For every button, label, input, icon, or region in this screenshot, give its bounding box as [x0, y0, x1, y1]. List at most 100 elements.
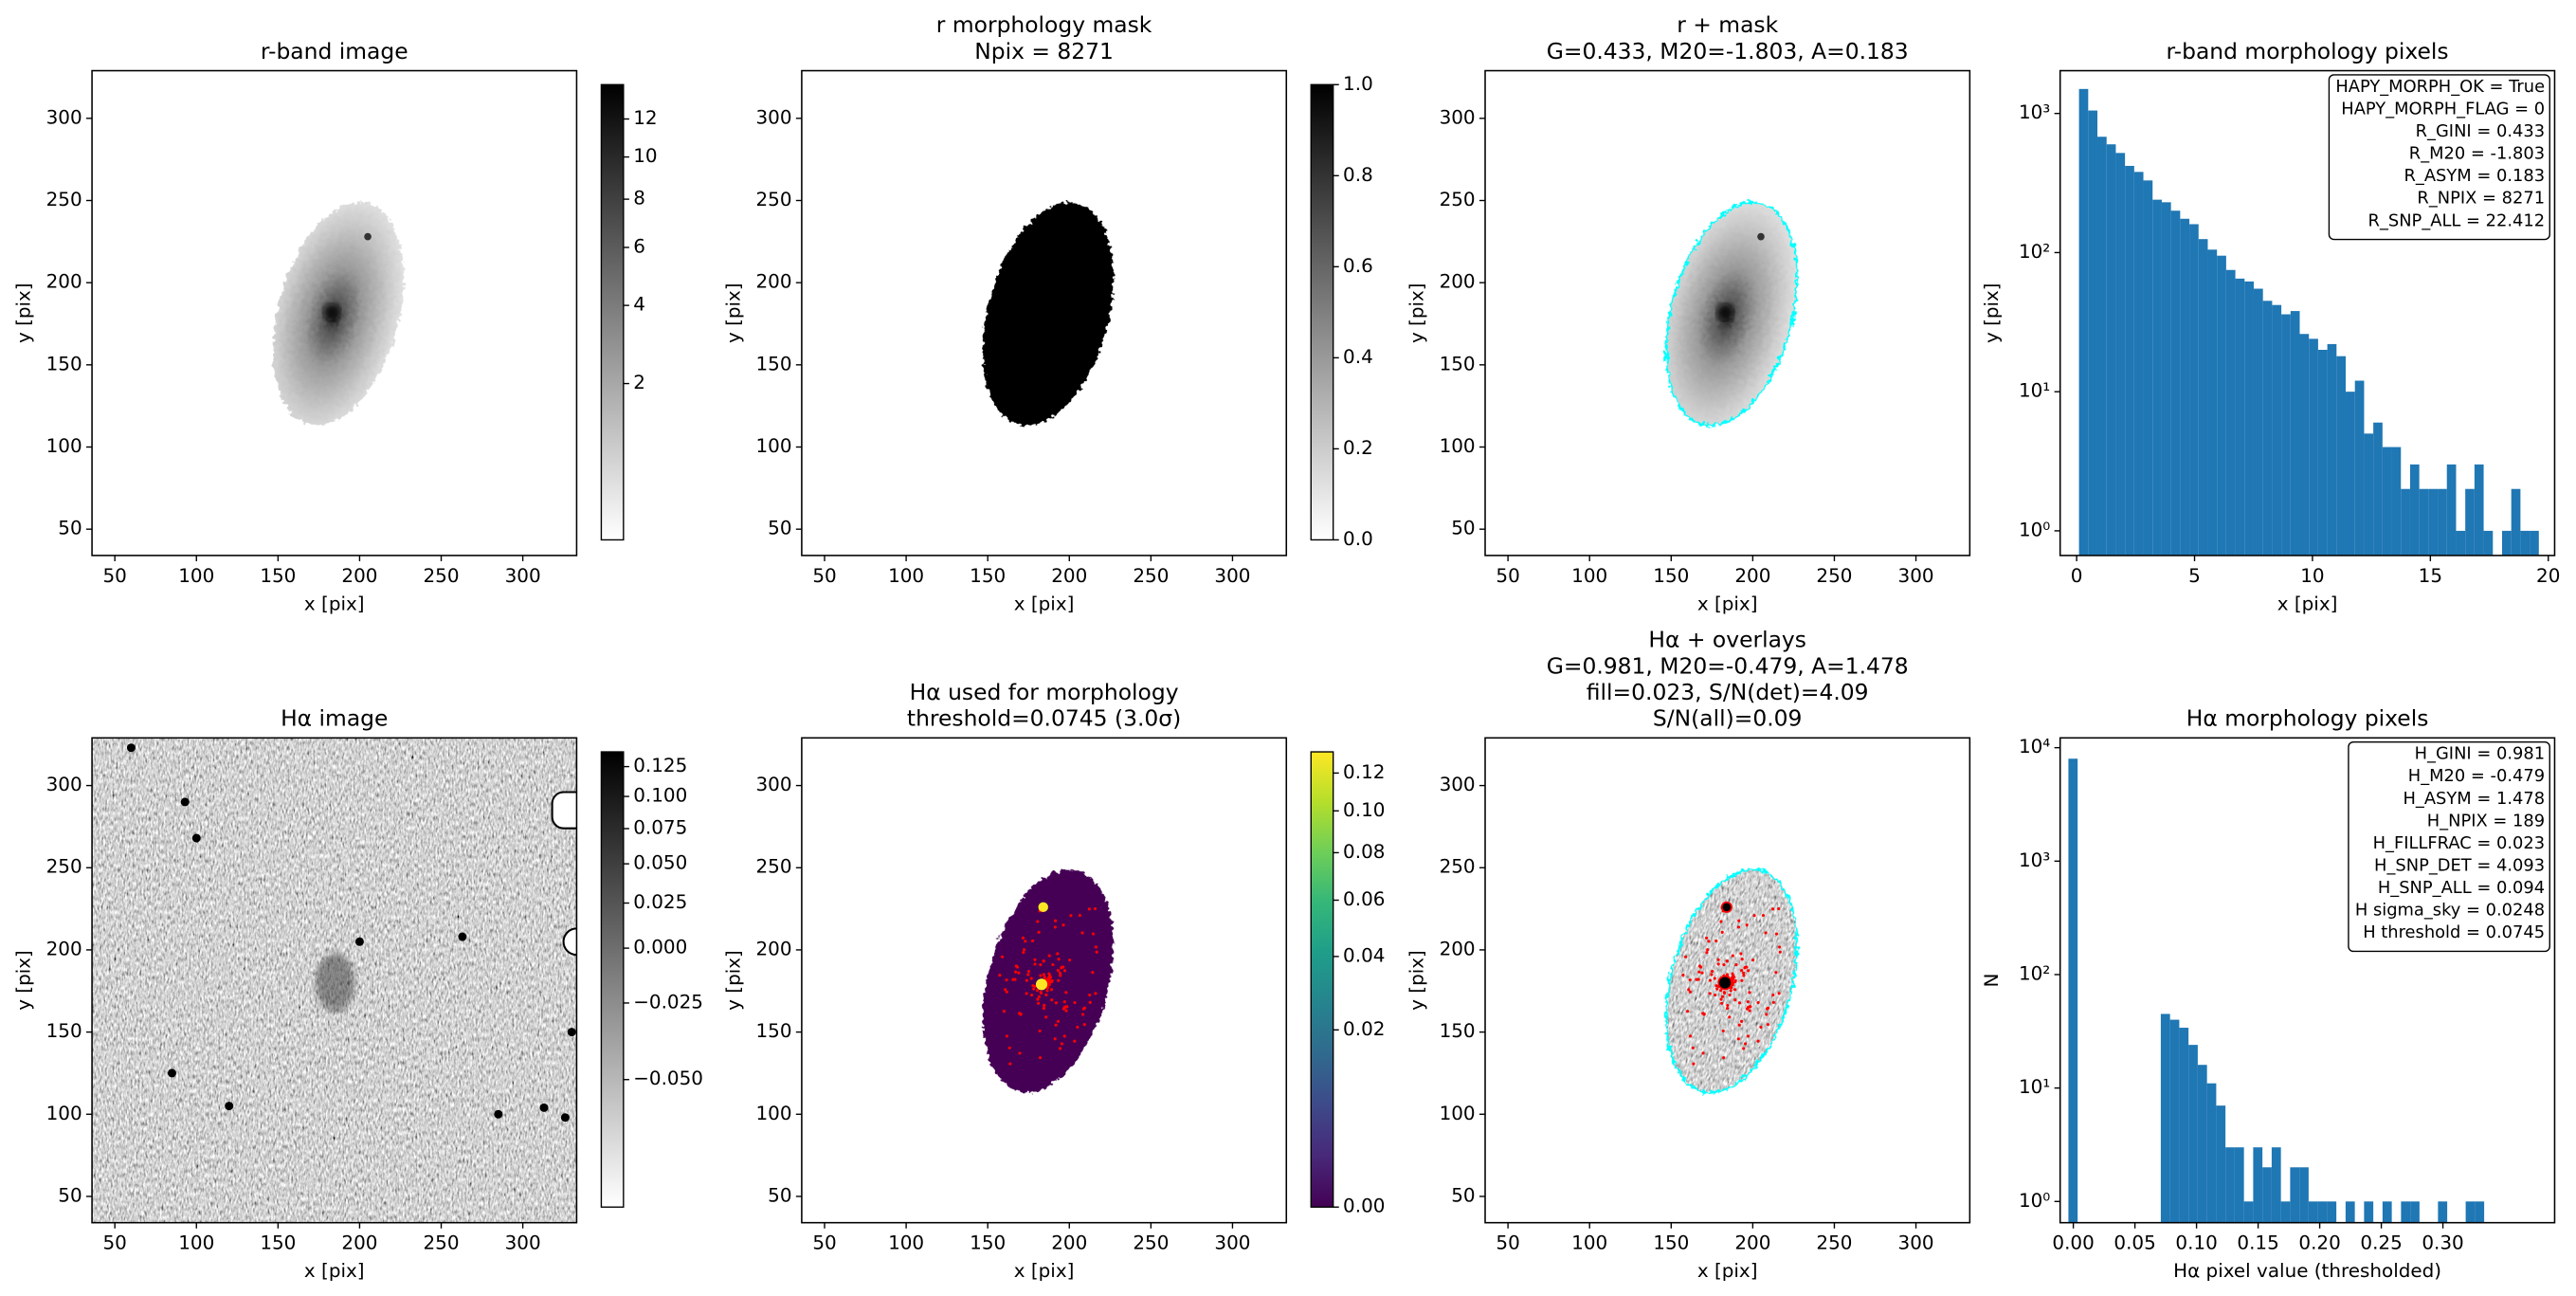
bar [2180, 218, 2190, 556]
bar [2465, 488, 2475, 556]
hot-pixel [1062, 1000, 1066, 1004]
y-tick-label: 200 [755, 938, 791, 959]
panel: 50 100 150 200 250 300 50 100 150 200 250 300 r-band… [13, 38, 658, 614]
x-tick-label: 300 [505, 565, 541, 587]
x-tick-label: 100 [888, 1232, 924, 1254]
bar [2364, 433, 2374, 556]
x-tick-label: 200 [1734, 565, 1770, 587]
x-tick-label: 100 [178, 565, 214, 587]
hot-pixel [1729, 989, 1732, 993]
bar [2336, 356, 2347, 556]
hot-pixel [1719, 920, 1723, 923]
plot-area [1664, 868, 1799, 1094]
hot-pixel [1049, 988, 1054, 992]
y-tick-label: 300 [755, 106, 791, 128]
hot-pixel [1031, 984, 1035, 988]
bar [2198, 239, 2208, 556]
hot-pixel [1710, 969, 1714, 974]
stats-line: R_M20 = -1.803 [2409, 144, 2545, 164]
x-tick-label: 150 [1653, 565, 1689, 587]
hot-pixel [1044, 1015, 1048, 1019]
y-axis-label: y [pix] [1406, 283, 1427, 343]
star [191, 833, 201, 843]
hot-pixel [1042, 973, 1045, 977]
hot-pixel [1039, 963, 1043, 967]
hot-pixel [1042, 1007, 1046, 1011]
stats-line: H_GINI = 0.981 [2415, 744, 2545, 764]
hot-pixel [1737, 1023, 1741, 1027]
x-tick-label: 250 [1816, 565, 1852, 587]
stats-line: R_SNP_ALL = 22.412 [2368, 210, 2546, 230]
hot-pixel [1686, 1010, 1690, 1013]
hot-pixel [1005, 990, 1008, 994]
hot-pixel [1007, 1046, 1011, 1050]
y-tick-label: 50 [58, 1184, 82, 1206]
hot-pixel [1064, 1009, 1068, 1013]
hot-pixel [1029, 977, 1033, 980]
hot-pixel [1029, 993, 1034, 997]
hot-pixel [1742, 971, 1746, 975]
hot-pixel [1002, 1010, 1007, 1013]
x-tick-label: 200 [341, 1232, 377, 1254]
hot-pixel [1014, 970, 1018, 974]
star [225, 1102, 234, 1111]
bar [2234, 1147, 2244, 1223]
hot-pixel [1749, 1005, 1752, 1009]
hot-pixel [1736, 925, 1741, 929]
plot-area [982, 869, 1114, 1093]
panel-title: threshold=0.0745 (3.0σ) [907, 705, 1181, 732]
hot-pixel [1062, 969, 1067, 973]
panel-title: r + mask [1677, 11, 1778, 38]
y-axis-label: y [pix] [722, 950, 744, 1011]
hot-pixel [1759, 1025, 1763, 1029]
hot-pixel [1036, 997, 1040, 1001]
bar [2115, 153, 2126, 556]
x-tick-label: 150 [1653, 1232, 1689, 1254]
y-tick-label: 10⁴ [2019, 736, 2050, 758]
axes-frame [91, 69, 578, 557]
y-tick-label: 250 [46, 189, 82, 210]
hot-pixel [1778, 950, 1782, 954]
colorbar-tick-label: 0.04 [1343, 944, 1385, 966]
y-axis-label: y [pix] [722, 283, 744, 343]
mask [982, 202, 1114, 426]
y-tick-label: 50 [1451, 1184, 1475, 1206]
hot-pixel [1695, 977, 1698, 981]
hot-pixel [1728, 1015, 1732, 1019]
y-tick-label: 150 [1440, 353, 1476, 374]
axes-frame [801, 69, 1288, 557]
colorbar [1310, 751, 1334, 1208]
stats-line: R_ASYM = 0.183 [2404, 166, 2546, 186]
hot-pixel [1761, 913, 1766, 918]
bar [2317, 1201, 2328, 1223]
hot-pixel [1018, 1051, 1022, 1055]
x-axis-label: x [pix] [2277, 593, 2338, 614]
hot-pixel [1008, 1062, 1012, 1066]
stats-box [2348, 740, 2550, 953]
bar [2401, 488, 2410, 556]
panel: 0.00 0.05 0.10 0.15 0.20 0.25 0.30 10⁰ 10¹ 10² 10³… [1981, 705, 2556, 1282]
hot-pixel [1721, 1029, 1725, 1032]
hotspot [1038, 902, 1048, 913]
hot-pixel [1733, 980, 1737, 984]
panel-title: r-band morphology pixels [2167, 38, 2449, 64]
y-tick-label: 150 [755, 353, 791, 374]
bar [2309, 338, 2318, 556]
colorbar-tick-label: 0.075 [633, 817, 687, 839]
colorbar-tick-label: 0.00 [1343, 1196, 1385, 1217]
x-tick-label: 300 [1898, 565, 1934, 587]
y-tick-label: 250 [46, 856, 82, 878]
axes-frame [91, 737, 578, 1224]
hot-pixel [1037, 995, 1041, 998]
bar [2290, 311, 2300, 556]
stats-line: H_SNP_DET = 4.093 [2374, 856, 2545, 876]
bar [2170, 210, 2181, 556]
hot-pixel [1720, 995, 1725, 998]
colorbar-tick-label: 0.2 [1343, 437, 1373, 459]
hot-pixel [1681, 974, 1685, 977]
hot-pixel [1731, 972, 1734, 976]
y-tick-label: 250 [755, 189, 791, 210]
hot-pixel [1078, 913, 1081, 918]
hotspot [1035, 978, 1048, 991]
